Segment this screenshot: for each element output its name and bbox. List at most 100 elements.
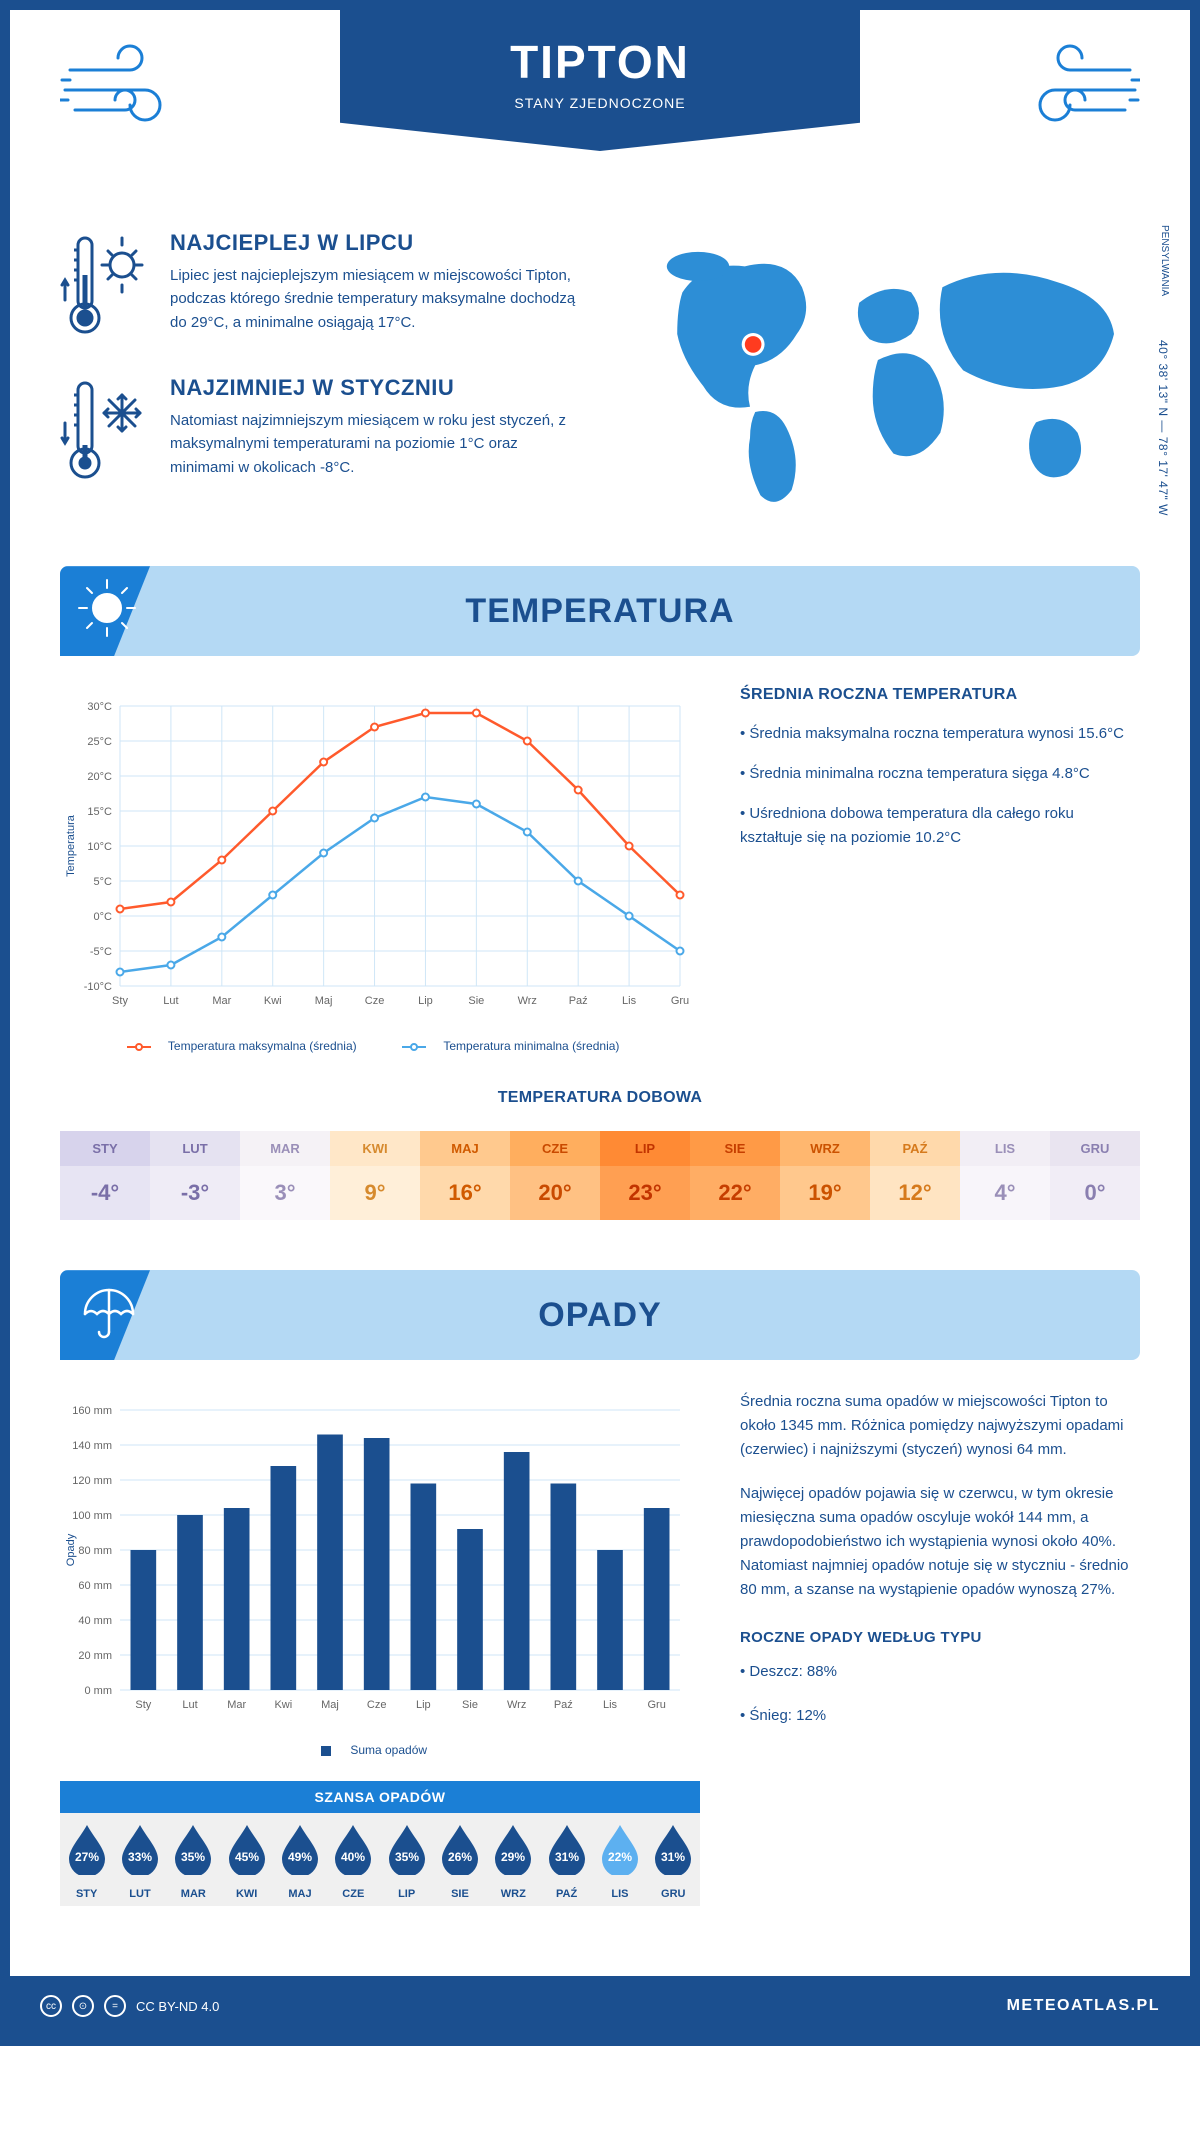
svg-text:26%: 26%	[448, 1850, 472, 1864]
sun-icon	[75, 576, 139, 645]
precip-text-1: Średnia roczna suma opadów w miejscowośc…	[740, 1390, 1140, 1462]
temp-desc-title: ŚREDNIA ROCZNA TEMPERATURA	[740, 686, 1140, 704]
chance-title: SZANSA OPADÓW	[60, 1781, 700, 1813]
umbrella-icon	[75, 1280, 139, 1349]
chance-cell: 22% LIS	[593, 1823, 646, 1900]
daily-temp-cell: MAR 3°	[240, 1121, 330, 1230]
intro-row: NAJCIEPLEJ W LIPCU Lipiec jest najcieple…	[60, 230, 1140, 526]
svg-text:Paź: Paź	[569, 995, 588, 1007]
temperature-description: ŚREDNIA ROCZNA TEMPERATURA • Średnia mak…	[740, 686, 1140, 1053]
svg-text:-5°C: -5°C	[90, 946, 112, 958]
svg-text:Lis: Lis	[622, 995, 637, 1007]
wind-decor-right-icon	[1000, 40, 1140, 145]
fact-cold-text: Natomiast najzimniejszym miesiącem w rok…	[170, 409, 580, 479]
svg-text:Paź: Paź	[554, 1699, 573, 1711]
svg-text:31%: 31%	[555, 1850, 579, 1864]
precip-type-2: • Śnieg: 12%	[740, 1704, 1140, 1728]
svg-text:31%: 31%	[661, 1850, 685, 1864]
fact-cold-title: NAJZIMNIEJ W STYCZNIU	[170, 375, 580, 401]
section-title-temperature: TEMPERATURA	[465, 592, 734, 631]
svg-text:29%: 29%	[501, 1850, 525, 1864]
svg-text:100 mm: 100 mm	[72, 1510, 112, 1522]
cc-icon: cc	[40, 1995, 62, 2017]
chance-cell: 35% LIP	[380, 1823, 433, 1900]
svg-text:140 mm: 140 mm	[72, 1440, 112, 1452]
fact-hot-text: Lipiec jest najcieplejszym miesiącem w m…	[170, 264, 580, 334]
svg-text:120 mm: 120 mm	[72, 1475, 112, 1487]
section-title-precipitation: OPADY	[538, 1296, 661, 1335]
precip-type-1: • Deszcz: 88%	[740, 1660, 1140, 1684]
svg-text:35%: 35%	[395, 1850, 419, 1864]
page-title: TIPTON	[340, 35, 860, 89]
chance-cell: 26% SIE	[433, 1823, 486, 1900]
daily-temp-strip: STY -4°LUT -3°MAR 3°KWI 9°MAJ 16°CZE 20°…	[60, 1121, 1140, 1230]
svg-text:Kwi: Kwi	[264, 995, 282, 1007]
precipitation-legend: Suma opadów	[60, 1743, 700, 1757]
page-subtitle: STANY ZJEDNOCZONE	[340, 95, 860, 111]
daily-temp-cell: WRZ 19°	[780, 1121, 870, 1230]
svg-text:Lis: Lis	[603, 1699, 618, 1711]
daily-temp-cell: PAŹ 12°	[870, 1121, 960, 1230]
fact-cold: NAJZIMNIEJ W STYCZNIU Natomiast najzimni…	[60, 375, 580, 490]
wind-decor-left-icon	[60, 40, 200, 145]
coordinates: 40° 38' 13" N — 78° 17' 47" W	[1156, 340, 1170, 516]
svg-text:Maj: Maj	[315, 995, 333, 1007]
svg-text:Kwi: Kwi	[274, 1699, 292, 1711]
precip-text-2: Najwięcej opadów pojawia się w czerwcu, …	[740, 1482, 1140, 1602]
chance-cell: 35% MAR	[167, 1823, 220, 1900]
svg-text:5°C: 5°C	[94, 876, 113, 888]
section-bar-temperature: TEMPERATURA	[60, 566, 1140, 656]
svg-text:Mar: Mar	[212, 995, 231, 1007]
license-text: CC BY-ND 4.0	[136, 1999, 219, 2014]
chance-cell: 31% GRU	[647, 1823, 700, 1900]
svg-text:49%: 49%	[288, 1850, 312, 1864]
svg-text:Wrz: Wrz	[518, 995, 537, 1007]
precip-type-title: ROCZNE OPADY WEDŁUG TYPU	[740, 1626, 1140, 1650]
svg-text:Sie: Sie	[462, 1699, 478, 1711]
svg-text:27%: 27%	[75, 1850, 99, 1864]
daily-temp-cell: KWI 9°	[330, 1121, 420, 1230]
svg-text:Lut: Lut	[163, 995, 178, 1007]
svg-text:60 mm: 60 mm	[78, 1580, 112, 1592]
svg-text:0°C: 0°C	[94, 911, 113, 923]
daily-temp-cell: LIP 23°	[600, 1121, 690, 1230]
temperature-legend: Temperatura maksymalna (średnia) Tempera…	[60, 1039, 700, 1053]
svg-text:40%: 40%	[341, 1850, 365, 1864]
region-label: PENSYLWANIA	[1159, 225, 1170, 296]
chance-cell: 31% PAŹ	[540, 1823, 593, 1900]
fact-hot: NAJCIEPLEJ W LIPCU Lipiec jest najcieple…	[60, 230, 580, 345]
svg-text:0 mm: 0 mm	[85, 1685, 113, 1697]
section-bar-precipitation: OPADY	[60, 1270, 1140, 1360]
svg-text:Sty: Sty	[135, 1699, 151, 1711]
svg-text:Opady: Opady	[65, 1533, 77, 1566]
header: TIPTON STANY ZJEDNOCZONE	[60, 10, 1140, 210]
svg-text:Mar: Mar	[227, 1699, 246, 1711]
svg-text:Lip: Lip	[418, 995, 433, 1007]
svg-text:160 mm: 160 mm	[72, 1405, 112, 1417]
svg-text:Lut: Lut	[182, 1699, 197, 1711]
svg-text:80 mm: 80 mm	[78, 1545, 112, 1557]
svg-text:35%: 35%	[181, 1850, 205, 1864]
svg-text:Sty: Sty	[112, 995, 128, 1007]
by-icon: ⊙	[72, 1995, 94, 2017]
svg-text:30°C: 30°C	[87, 701, 112, 713]
precipitation-bar-chart: 0 mm20 mm40 mm60 mm80 mm100 mm120 mm140 …	[60, 1390, 700, 1906]
temperature-line-chart: -10°C-5°C0°C5°C10°C15°C20°C25°C30°CStyLu…	[60, 686, 700, 1053]
svg-text:Temperatura: Temperatura	[65, 814, 77, 877]
temp-desc-2: • Średnia minimalna roczna temperatura s…	[740, 762, 1140, 786]
daily-temp-cell: GRU 0°	[1050, 1121, 1140, 1230]
svg-text:20°C: 20°C	[87, 771, 112, 783]
footer: cc ⊙ = CC BY-ND 4.0 METEOATLAS.PL	[10, 1976, 1190, 2036]
chance-cell: 33% LUT	[113, 1823, 166, 1900]
svg-text:10°C: 10°C	[87, 841, 112, 853]
svg-text:25°C: 25°C	[87, 736, 112, 748]
temp-desc-3: • Uśredniona dobowa temperatura dla całe…	[740, 802, 1140, 850]
precipitation-chance: SZANSA OPADÓW 27% STY 33% LUT 35% MAR 45…	[60, 1781, 700, 1906]
daily-temp-cell: LIS 4°	[960, 1121, 1050, 1230]
svg-text:20 mm: 20 mm	[78, 1650, 112, 1662]
chance-cell: 29% WRZ	[487, 1823, 540, 1900]
svg-text:15°C: 15°C	[87, 806, 112, 818]
site-name: METEOATLAS.PL	[1007, 1997, 1160, 2015]
daily-temp-cell: SIE 22°	[690, 1121, 780, 1230]
thermometer-snow-icon	[60, 375, 150, 490]
